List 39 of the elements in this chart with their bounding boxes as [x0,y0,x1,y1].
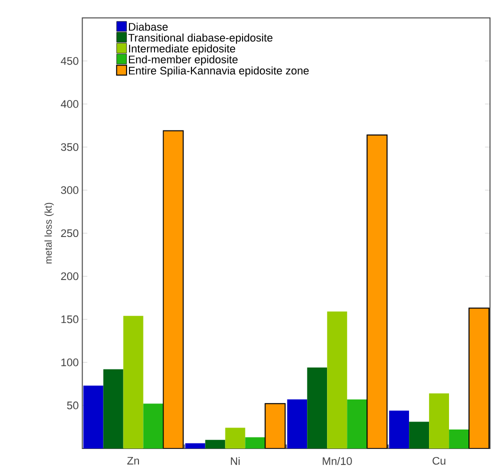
legend-label: Intermediate epidosite [129,44,236,54]
bar [389,410,410,448]
x-tick-label: Mn/10 [322,456,352,465]
bar [143,404,164,448]
bar [468,307,490,448]
y-tick-label: 150 [61,315,78,324]
bar [449,429,470,448]
y-axis-title: metal loss (kt) [44,202,54,264]
bar [205,440,226,448]
bar [83,385,104,448]
x-tick-label: Zn [127,456,139,464]
bar [429,393,450,448]
y-tick-label: 350 [60,143,78,151]
legend-label: End-member epidosite [128,55,238,66]
y-tick-label: 50 [67,401,78,410]
x-tick-label: Ni [230,456,240,465]
bar [347,399,368,448]
bar [366,134,388,448]
bar [123,316,144,448]
bar [103,369,124,448]
legend-label: Transitional diabase-epidosite [128,33,272,44]
y-tick-label: 400 [60,100,78,108]
bar [327,311,348,448]
bar [225,428,246,448]
bar [287,399,308,448]
bar [162,130,184,448]
bar [264,403,286,448]
bar [409,422,430,448]
x-tick-label: Cu [432,456,446,465]
y-tick-label: 300 [60,186,78,194]
y-tick-label: 100 [61,358,78,366]
y-tick-label: 200 [61,272,78,280]
legend-label: Diabase [128,22,168,31]
bar [307,367,328,448]
y-tick-label: 450 [60,56,78,65]
bar [245,437,266,448]
legend-label: Entire Spilia-Kannavia epidosite zone [128,66,309,77]
bar [185,443,206,448]
y-tick-label: 250 [61,229,78,237]
